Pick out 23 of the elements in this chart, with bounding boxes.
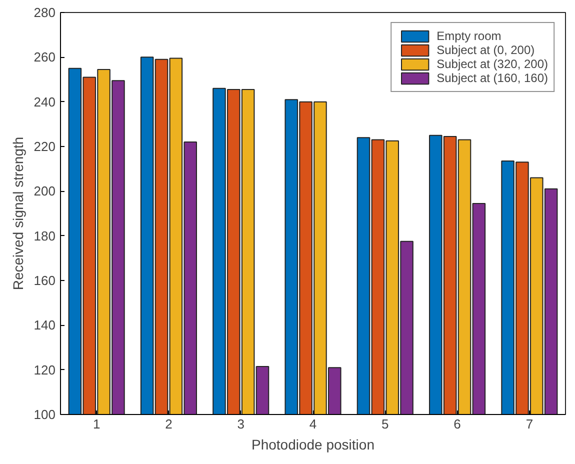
y-tick-label: 260 — [34, 50, 56, 65]
y-tick-label: 240 — [34, 94, 56, 110]
y-tick-label: 220 — [34, 139, 56, 154]
y-tick-label: 160 — [34, 273, 56, 288]
y-tick-label: 280 — [34, 5, 56, 20]
x-tick-label: 3 — [237, 416, 244, 432]
x-tick-label: 1 — [92, 416, 100, 432]
y-tick-label: 100 — [34, 407, 56, 422]
y-tick-label: 140 — [34, 318, 56, 333]
y-tick-label: 200 — [34, 184, 56, 199]
legend-label: Subject at (320, 200) — [436, 57, 548, 71]
x-axis-title: Photodiode position — [252, 436, 375, 452]
legend-label: Empty room — [436, 29, 502, 43]
x-tick-label: 6 — [454, 416, 461, 432]
x-tick-label: 2 — [165, 416, 172, 432]
y-axis-title: Received signal strength — [10, 136, 26, 290]
y-tick-label: 120 — [34, 362, 56, 378]
legend-label: Subject at (0, 200) — [436, 43, 535, 57]
x-tick-label: 7 — [526, 416, 534, 432]
x-tick-label: 5 — [382, 416, 389, 432]
legend-label: Subject at (160, 160) — [436, 71, 548, 85]
x-tick-label: 4 — [309, 416, 317, 432]
y-tick-label: 180 — [34, 228, 56, 244]
